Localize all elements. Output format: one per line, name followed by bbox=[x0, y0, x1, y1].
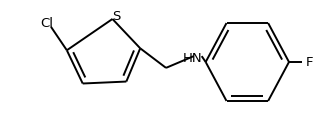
Text: S: S bbox=[112, 10, 121, 23]
Text: Cl: Cl bbox=[40, 17, 53, 30]
Text: F: F bbox=[306, 56, 313, 68]
Text: HN: HN bbox=[183, 52, 203, 65]
